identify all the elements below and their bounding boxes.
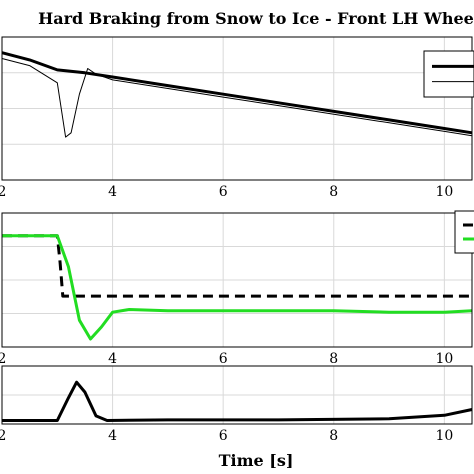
x-tick-label: 2 xyxy=(0,428,6,444)
x-tick-label: 6 xyxy=(219,351,228,367)
x-axis-label: Time [s] xyxy=(219,451,294,470)
axes-frame xyxy=(1,36,473,181)
axes-frame xyxy=(1,212,473,348)
x-tick-label: 2 xyxy=(0,351,6,367)
series-line-1 xyxy=(2,380,473,422)
chart-panel-2: 2 4 6 8 10 xyxy=(0,210,474,367)
x-tick-label: 4 xyxy=(108,428,117,444)
legend xyxy=(454,210,474,254)
x-tick-label: 4 xyxy=(108,351,117,367)
series-line-1 xyxy=(1,51,473,135)
x-tick-label: 6 xyxy=(219,184,228,200)
legend-box xyxy=(454,210,474,254)
legend-box xyxy=(423,50,474,98)
x-tick-label: 10 xyxy=(435,184,453,200)
axes-frame xyxy=(1,365,473,425)
series-line-2 xyxy=(2,234,473,341)
x-tick-label: 2 xyxy=(0,184,6,200)
series-line-2 xyxy=(1,58,473,138)
x-tick-label: 10 xyxy=(435,351,453,367)
figure-title: Hard Braking from Snow to Ice - Front LH… xyxy=(38,9,474,28)
x-tick-label: 8 xyxy=(329,428,338,444)
x-tick-label: 8 xyxy=(329,351,338,367)
x-tick-label: 10 xyxy=(435,428,453,444)
chart-panel-1: 2 4 6 8 10 xyxy=(0,36,474,200)
legend xyxy=(423,50,474,98)
x-tick-label: 8 xyxy=(329,184,338,200)
x-tick-label: 4 xyxy=(108,184,117,200)
x-tick-label: 6 xyxy=(219,428,228,444)
chart-panel-3: 2 4 6 8 10 xyxy=(0,365,473,444)
